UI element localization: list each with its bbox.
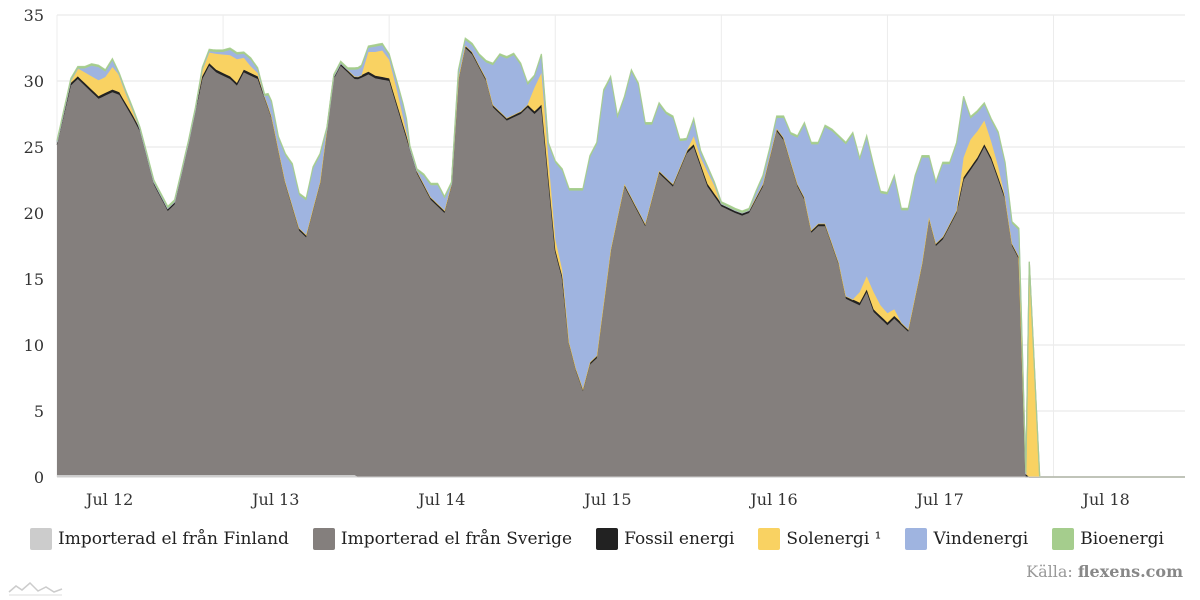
source-prefix: Källa: xyxy=(1026,562,1073,581)
area-series-group xyxy=(56,37,1185,478)
legend-label: Importerad el från Finland xyxy=(58,529,289,549)
legend-label: Solenergi ¹ xyxy=(786,529,882,549)
x-tick-label: Jul 14 xyxy=(416,490,465,509)
legend-item-fossil[interactable]: Fossil energi xyxy=(596,528,734,550)
y-tick-label: 15 xyxy=(24,270,44,289)
legend-label: Fossil energi xyxy=(624,529,735,549)
legend-swatch xyxy=(30,528,52,550)
legend-swatch xyxy=(1052,528,1075,550)
y-tick-label: 35 xyxy=(24,6,44,25)
x-tick-label: Jul 16 xyxy=(748,490,797,509)
legend-swatch xyxy=(758,528,781,550)
legend-item-sverige[interactable]: Importerad el från Sverige xyxy=(312,528,573,550)
x-tick-label: Jul 12 xyxy=(84,490,133,509)
legend-item-finland[interactable]: Importerad el från Finland xyxy=(30,528,289,550)
x-tick-label: Jul 17 xyxy=(914,490,963,509)
area-importerad-el-från-sverige xyxy=(57,48,1185,477)
source-credit: Källa: flexens.com xyxy=(1026,562,1183,581)
legend-label: Bioenergi xyxy=(1080,529,1164,549)
legend-swatch xyxy=(596,528,619,550)
legend-swatch xyxy=(312,528,335,550)
x-tick-label: Jul 18 xyxy=(1081,490,1130,509)
legend-swatch xyxy=(905,528,928,550)
brand-logo-icon xyxy=(8,581,63,596)
source-link[interactable]: flexens.com xyxy=(1077,562,1183,581)
legend-item-solar[interactable]: Solenergi ¹ xyxy=(758,528,881,550)
y-tick-label: 20 xyxy=(24,204,44,223)
legend-label: Importerad el från Sverige xyxy=(340,529,573,549)
legend-label: Vindenergi xyxy=(933,529,1029,549)
y-tick-label: 25 xyxy=(24,138,44,157)
area-edge-line xyxy=(56,37,1185,478)
x-tick-label: Jul 15 xyxy=(582,490,631,509)
y-tick-label: 0 xyxy=(34,468,44,487)
y-tick-label: 30 xyxy=(24,72,44,91)
y-tick-label: 10 xyxy=(24,336,44,355)
legend: Importerad el från Finland Importerad el… xyxy=(30,528,1190,550)
y-tick-label: 5 xyxy=(34,402,44,421)
legend-item-bio[interactable]: Bioenergi xyxy=(1052,528,1164,550)
y-axis: 0 5 10 15 20 25 30 35 xyxy=(24,6,44,487)
x-tick-label: Jul 13 xyxy=(250,490,299,509)
legend-item-wind[interactable]: Vindenergi xyxy=(905,528,1028,550)
x-axis: Jul 12 Jul 13 Jul 14 Jul 15 Jul 16 Jul 17 Jul … xyxy=(57,476,1185,509)
area-vindenergi xyxy=(57,40,1185,477)
